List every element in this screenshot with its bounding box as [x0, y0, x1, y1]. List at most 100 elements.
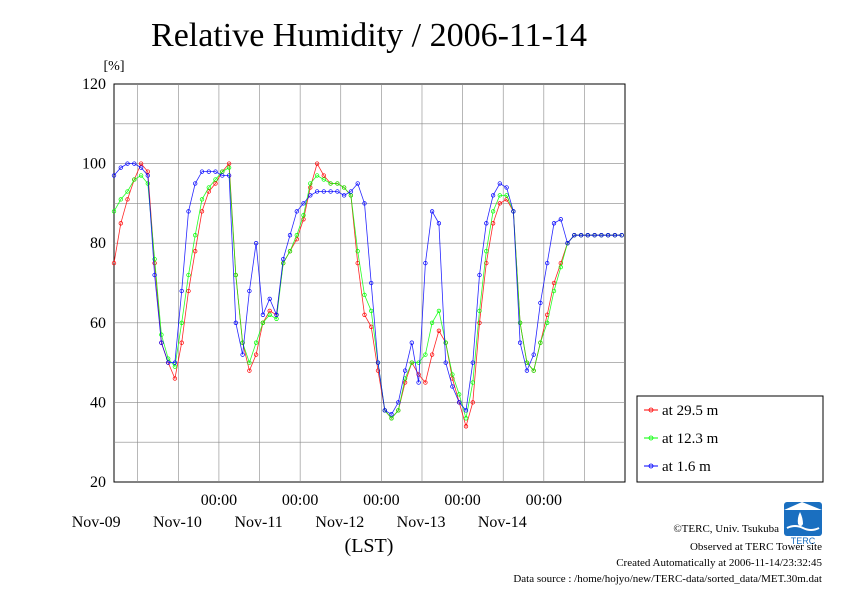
- data-point: [166, 360, 171, 365]
- data-point: [538, 340, 543, 345]
- data-point: [335, 189, 340, 194]
- data-point: [463, 424, 469, 429]
- data-point: [463, 408, 469, 413]
- x-tick-label: 00:00: [526, 492, 562, 509]
- data-point: [301, 213, 306, 218]
- legend: at 29.5 m at 12.3 m at 1.6 m: [636, 395, 824, 483]
- data-point: [138, 161, 144, 166]
- data-point: [504, 185, 509, 190]
- data-point: [314, 189, 320, 194]
- data-point: [436, 328, 442, 333]
- data-point: [186, 209, 191, 214]
- data-point: [260, 312, 266, 317]
- data-point: [199, 169, 205, 174]
- data-point: [193, 233, 198, 238]
- data-point: [220, 173, 225, 178]
- data-point: [152, 256, 157, 262]
- data-point: [355, 249, 360, 254]
- y-tick-label: 100: [82, 156, 106, 173]
- data-point: [213, 181, 218, 186]
- data-point: [193, 181, 198, 186]
- data-point: [484, 221, 489, 226]
- data-point: [159, 332, 164, 337]
- data-point: [341, 193, 347, 198]
- data-point: [396, 400, 401, 405]
- data-point: [111, 173, 117, 178]
- data-point: [348, 189, 354, 194]
- data-point: [450, 372, 455, 377]
- data-point: [362, 312, 367, 317]
- legend-swatch-marker: [648, 435, 654, 441]
- data-point: [409, 360, 414, 365]
- data-point: [294, 209, 299, 214]
- data-point: [335, 181, 340, 186]
- legend-label: at 29.5 m: [662, 403, 719, 419]
- data-point: [470, 400, 475, 405]
- data-point: [538, 300, 543, 306]
- data-point: [497, 181, 502, 186]
- data-point: [138, 165, 144, 170]
- data-point: [166, 356, 171, 361]
- data-point: [484, 260, 489, 266]
- data-point: [287, 249, 293, 254]
- data-point: [457, 392, 462, 397]
- data-point: [125, 161, 130, 166]
- data-point: [314, 173, 320, 178]
- data-point: [111, 209, 117, 214]
- data-point: [118, 221, 123, 226]
- data-point: [416, 360, 421, 365]
- data-point: [206, 189, 211, 194]
- data-point: [409, 340, 414, 345]
- y-tick-label: 80: [90, 235, 106, 252]
- x-date-label: Nov-09: [72, 514, 121, 531]
- data-point: [321, 189, 326, 194]
- data-point: [253, 352, 259, 357]
- data-point: [287, 233, 293, 238]
- data-point: [355, 181, 360, 186]
- data-point: [470, 380, 475, 385]
- data-point: [490, 193, 496, 198]
- data-point: [619, 233, 624, 238]
- legend-label: at 12.3 m: [662, 431, 719, 447]
- x-date-label: Nov-14: [478, 514, 527, 531]
- data-point: [524, 368, 530, 373]
- x-date-label: Nov-13: [397, 514, 446, 531]
- data-point: [328, 189, 333, 194]
- data-point: [301, 201, 306, 206]
- data-point: [247, 360, 252, 365]
- data-point: [294, 233, 299, 238]
- data-point: [423, 260, 428, 266]
- y-tick-label: 60: [90, 315, 106, 332]
- data-point: [172, 360, 178, 365]
- data-point: [470, 360, 475, 365]
- data-point: [605, 233, 611, 238]
- data-point: [186, 272, 191, 278]
- y-tick-label: 40: [90, 394, 106, 411]
- data-point: [369, 280, 374, 286]
- data-point: [125, 197, 130, 202]
- x-tick-label: 00:00: [363, 492, 399, 509]
- legend-box: [636, 395, 824, 483]
- data-point: [253, 241, 259, 246]
- data-point: [362, 292, 367, 298]
- data-point: [517, 320, 523, 325]
- logo-text: TERC: [791, 536, 816, 546]
- x-date-label: Nov-12: [315, 514, 364, 531]
- data-point: [247, 288, 252, 294]
- data-point: [531, 352, 536, 357]
- data-point: [389, 416, 394, 421]
- data-point: [152, 272, 157, 278]
- data-point: [585, 233, 590, 238]
- data-point: [423, 380, 428, 385]
- x-axis-label: (LST): [345, 535, 394, 557]
- data-point: [369, 308, 374, 314]
- data-point: [240, 340, 245, 345]
- data-point: [111, 260, 117, 266]
- data-point: [118, 165, 123, 170]
- data-point: [423, 352, 428, 357]
- data-point: [226, 161, 232, 166]
- data-point: [267, 296, 272, 302]
- data-point: [511, 209, 516, 214]
- footer-copyright: ©TERC, Univ. Tsukuba: [673, 523, 779, 535]
- data-point: [132, 177, 137, 182]
